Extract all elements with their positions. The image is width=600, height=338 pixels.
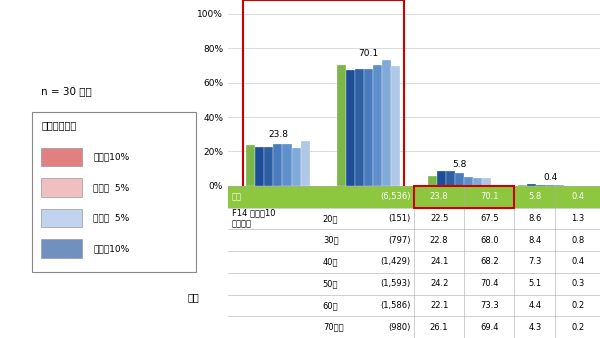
Text: 5.8: 5.8	[528, 192, 542, 201]
Bar	[518, 185, 527, 186]
Text: 5.1: 5.1	[529, 279, 541, 288]
Bar	[41, 178, 82, 197]
Text: 73.3: 73.3	[480, 301, 499, 310]
Text: (797): (797)	[388, 236, 410, 245]
Text: 0.8: 0.8	[571, 236, 584, 245]
Text: 67.5: 67.5	[480, 214, 499, 223]
Text: 50代: 50代	[323, 279, 338, 288]
Bar	[473, 178, 482, 186]
Bar	[228, 208, 600, 230]
Bar	[228, 230, 600, 251]
Text: 70.1: 70.1	[480, 192, 499, 201]
Text: 22.1: 22.1	[430, 301, 448, 310]
Text: 26.1: 26.1	[430, 323, 448, 332]
Text: (1,586): (1,586)	[380, 301, 410, 310]
Text: 全体: 全体	[188, 292, 200, 303]
Text: 5.8: 5.8	[452, 160, 467, 169]
Text: 69.4: 69.4	[480, 323, 499, 332]
Bar	[255, 147, 264, 186]
Bar	[414, 186, 514, 208]
Text: 68.0: 68.0	[480, 236, 499, 245]
Bar	[446, 171, 455, 186]
Text: 0.2: 0.2	[571, 323, 584, 332]
Text: 【比率の差】: 【比率の差】	[41, 120, 76, 130]
Bar	[228, 294, 600, 316]
Text: 24.2: 24.2	[430, 279, 448, 288]
Text: 0.4: 0.4	[571, 258, 584, 266]
Bar	[228, 273, 600, 294]
Text: 23.8: 23.8	[430, 192, 448, 201]
Bar	[346, 70, 355, 186]
Bar	[228, 251, 600, 273]
Bar	[482, 178, 491, 186]
Text: 全体＋10%: 全体＋10%	[94, 153, 130, 162]
Text: (151): (151)	[388, 214, 410, 223]
Bar	[242, 0, 404, 188]
Bar	[274, 144, 283, 186]
Bar	[554, 185, 564, 186]
Bar	[228, 316, 600, 338]
Bar	[355, 69, 364, 186]
Text: 8.6: 8.6	[528, 214, 542, 223]
Text: 68.2: 68.2	[480, 258, 499, 266]
Text: 23.8: 23.8	[268, 130, 288, 139]
Text: 22.8: 22.8	[430, 236, 448, 245]
Text: 70.4: 70.4	[480, 279, 499, 288]
Text: 22.5: 22.5	[430, 214, 448, 223]
Bar	[264, 147, 274, 186]
Bar	[391, 67, 400, 186]
Text: 全体－10%: 全体－10%	[94, 244, 130, 253]
Text: (1,429): (1,429)	[380, 258, 410, 266]
Bar	[32, 112, 196, 272]
Text: 70.1: 70.1	[359, 49, 379, 58]
Text: 4.3: 4.3	[528, 323, 542, 332]
Text: 全体＋  5%: 全体＋ 5%	[94, 183, 130, 192]
Bar	[464, 177, 473, 186]
Bar	[246, 145, 255, 186]
Bar	[283, 144, 292, 186]
Text: 8.4: 8.4	[528, 236, 542, 245]
Bar	[228, 186, 600, 208]
Text: 1.3: 1.3	[571, 214, 584, 223]
Bar	[41, 239, 82, 258]
Bar	[536, 185, 545, 186]
Text: 40代: 40代	[323, 258, 338, 266]
Text: 30代: 30代	[323, 236, 338, 245]
Text: n = 30 以上: n = 30 以上	[41, 86, 92, 96]
Bar	[382, 60, 391, 186]
Text: 60代: 60代	[323, 301, 338, 310]
Bar	[337, 65, 346, 186]
Bar	[545, 185, 554, 186]
Text: 0.4: 0.4	[543, 173, 557, 182]
Text: 70代～: 70代～	[323, 323, 343, 332]
Bar	[527, 184, 536, 186]
Text: 0.2: 0.2	[571, 301, 584, 310]
Text: (980): (980)	[388, 323, 410, 332]
Text: 20代: 20代	[323, 214, 338, 223]
Text: 24.1: 24.1	[430, 258, 448, 266]
Bar	[41, 148, 82, 166]
Bar	[455, 173, 464, 186]
Bar	[301, 141, 310, 186]
Bar	[292, 148, 301, 186]
Text: (6,536): (6,536)	[380, 192, 410, 201]
Text: 全体－  5%: 全体－ 5%	[94, 214, 130, 222]
Text: 0.3: 0.3	[571, 279, 584, 288]
Bar	[364, 69, 373, 186]
Text: F14 年代（10
歳小み）: F14 年代（10 歳小み）	[232, 209, 275, 228]
Text: 4.4: 4.4	[529, 301, 541, 310]
Bar	[437, 171, 446, 186]
Text: 0.4: 0.4	[571, 192, 584, 201]
Bar	[41, 209, 82, 227]
Bar	[428, 176, 437, 186]
Bar	[373, 65, 382, 186]
Text: 全体: 全体	[232, 192, 242, 201]
Text: (1,593): (1,593)	[380, 279, 410, 288]
Text: 7.3: 7.3	[528, 258, 542, 266]
